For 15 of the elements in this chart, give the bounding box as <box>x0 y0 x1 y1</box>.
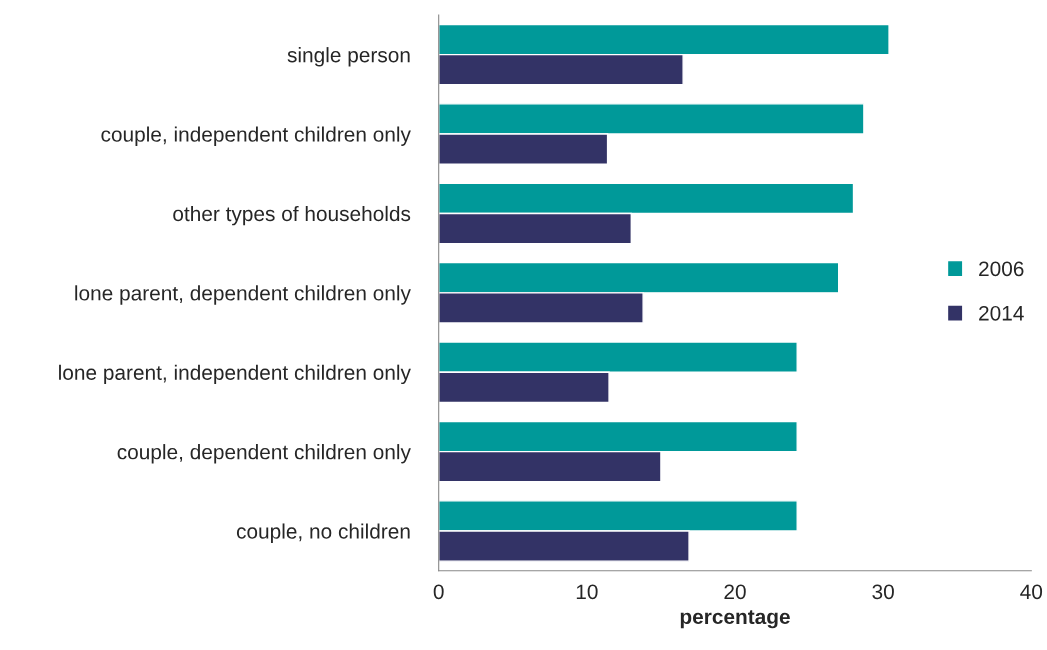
legend-label: 2006 <box>979 261 1024 277</box>
legend-label: 2014 <box>979 305 1024 321</box>
x-tick-label: 10 <box>576 584 598 600</box>
y-tick-label: lone parent, independent children only <box>59 364 411 385</box>
y-tick-label: couple, no children <box>236 523 410 543</box>
x-axis-title: percentage <box>680 610 790 629</box>
x-tick-label: 30 <box>872 584 894 600</box>
y-tick-label: couple, dependent children only <box>117 444 411 464</box>
x-tick-label: 20 <box>724 584 746 600</box>
y-tick-label: other types of households <box>173 205 411 226</box>
y-tick-label: lone parent, dependent children only <box>75 285 411 305</box>
x-tick-label: 0 <box>433 584 444 600</box>
y-tick-label: single person <box>287 47 410 67</box>
x-tick-label: 40 <box>1020 584 1043 600</box>
y-tick-label: couple, independent children only <box>101 126 411 146</box>
